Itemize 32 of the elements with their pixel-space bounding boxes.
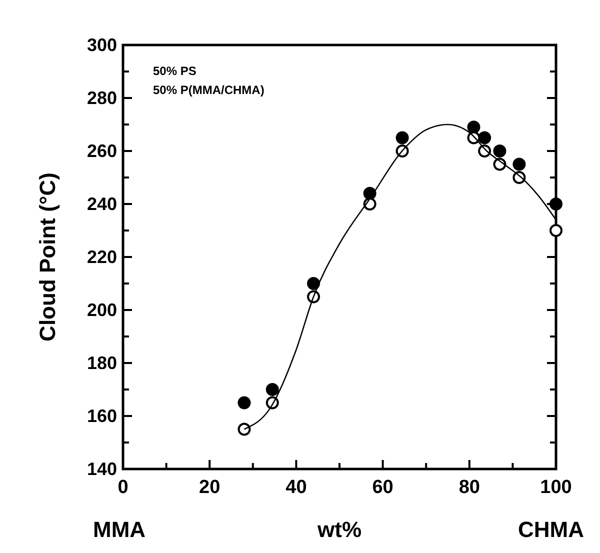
point — [550, 198, 562, 210]
point — [512, 158, 526, 171]
y-tick-label: 280 — [86, 88, 117, 108]
annotation: 50% P(MMA/CHMA) — [153, 83, 264, 97]
y-tick-label: 240 — [86, 194, 117, 214]
point — [307, 277, 320, 290]
y-tick-label: 180 — [86, 353, 117, 373]
y-tick-label: 260 — [86, 141, 117, 161]
y-tick-label: 220 — [86, 247, 117, 267]
point — [266, 383, 279, 396]
annotation: 50% PS — [153, 64, 196, 78]
text: CHMA — [518, 517, 584, 542]
x-tick-label: 80 — [458, 477, 480, 498]
x-tick-label: 0 — [118, 477, 128, 498]
point — [550, 224, 562, 237]
point — [478, 131, 492, 144]
y-axis-title: Cloud Point (°C) — [35, 172, 60, 342]
point — [467, 120, 480, 134]
point — [493, 144, 506, 158]
text: MMA — [93, 517, 146, 542]
point — [238, 422, 251, 436]
x-axis-title: wt% — [316, 517, 362, 542]
point — [396, 131, 409, 144]
x-tick-label: 20 — [199, 477, 220, 498]
y-tick-label: 140 — [86, 459, 117, 479]
y-tick-label: 160 — [86, 406, 117, 426]
y-tick-label: 300 — [86, 35, 117, 55]
y-tick-label: 200 — [86, 300, 117, 320]
x-tick-label: 40 — [286, 477, 307, 498]
point — [238, 396, 251, 410]
x-tick-label: 100 — [540, 477, 572, 498]
x-tick-label: 60 — [372, 477, 394, 498]
